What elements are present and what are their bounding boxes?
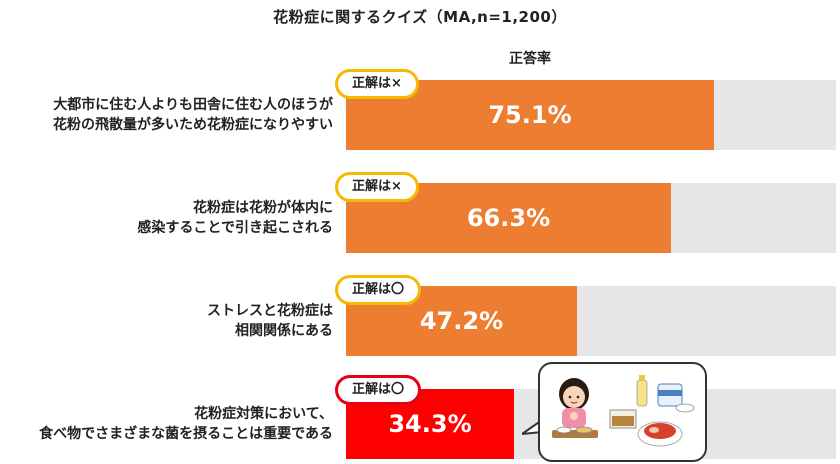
question-label: 大都市に住む人よりも田舎に住む人のほうが 花粉の飛散量が多いため花粉症になりやす… — [53, 97, 333, 133]
bar-value-label: 34.3% — [388, 410, 472, 438]
bar-value-label: 47.2% — [419, 307, 504, 335]
girl-eating-fermented-food-illustration — [552, 375, 695, 447]
chart-title: 花粉症に関するクイズ（MA,n=1,200） — [273, 8, 567, 26]
answer-badge: 正解は× — [335, 69, 419, 99]
bar-track: 66.3% — [346, 183, 836, 253]
bar-value-label: 66.3% — [466, 204, 551, 232]
bar-track: 47.2% — [346, 286, 836, 356]
food-illustration-bubble — [538, 362, 707, 462]
question-label: ストレスと花粉症は 相関関係にある — [207, 303, 333, 339]
axis-label-correct-rate: 正答率 — [509, 51, 551, 67]
answer-badge: 正解は〇 — [335, 375, 422, 405]
question-label: 花粉症対策において、 食べ物でさまざまな菌を摂ることは重要である — [39, 406, 333, 442]
bar-value-label: 75.1% — [488, 101, 572, 129]
answer-badge: 正解は× — [335, 172, 419, 202]
bar-track: 75.1% — [346, 80, 836, 150]
answer-badge: 正解は〇 — [335, 275, 422, 305]
question-label: 花粉症は花粉が体内に 感染することで引き起こされる — [137, 200, 333, 236]
